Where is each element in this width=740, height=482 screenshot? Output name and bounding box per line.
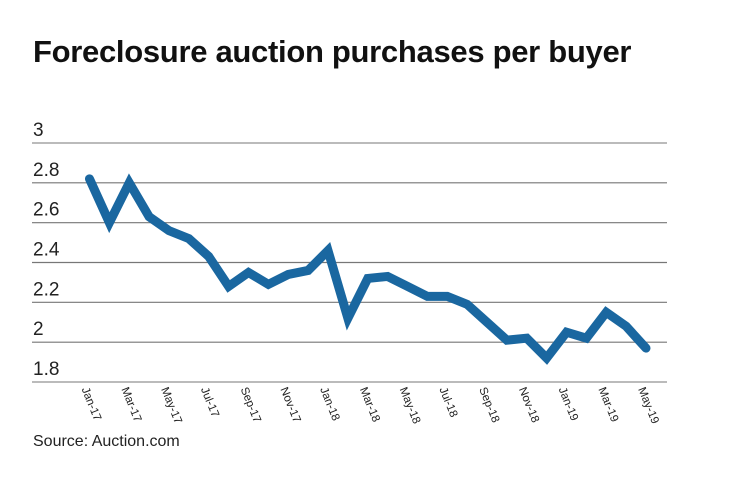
x-axis-ticks: Jan-17 Mar-17 May-17 Jul-17 Sep-17 Nov-17 Jan-… <box>79 386 661 426</box>
y-tick-label: 2 <box>33 319 44 340</box>
y-axis-ticks: 3 2.8 2.6 2.4 2.2 2 1.8 <box>33 120 60 380</box>
y-tick-label: 2.8 <box>33 160 59 181</box>
series <box>85 173 651 365</box>
x-tick-label: Mar-18 <box>357 386 382 424</box>
chart-title: Foreclosure auction purchases per buyer <box>33 34 632 69</box>
source-note: Source: Auction.com <box>33 433 180 450</box>
x-tick-label: Sep-17 <box>238 386 263 425</box>
y-tick-label: 3 <box>33 120 44 141</box>
x-tick-label: Jan-17 <box>79 386 103 423</box>
y-tick-label: 2.2 <box>33 279 59 300</box>
x-tick-label: May-18 <box>397 386 422 426</box>
y-tick-label: 1.8 <box>33 359 59 380</box>
x-tick-label: Jan-19 <box>556 386 580 423</box>
x-tick-label: Mar-19 <box>595 386 620 424</box>
x-tick-label: Sep-18 <box>476 386 501 425</box>
series-line <box>85 173 651 365</box>
x-tick-label: May-17 <box>158 386 183 426</box>
gridlines <box>32 142 667 383</box>
x-tick-label: Jan-18 <box>317 386 341 423</box>
x-tick-label: Nov-17 <box>277 386 302 425</box>
x-tick-label: May-19 <box>635 386 660 426</box>
x-tick-label: Jul-18 <box>436 386 459 420</box>
x-tick-label: Nov-18 <box>516 386 541 425</box>
y-tick-label: 2.4 <box>33 240 60 261</box>
x-tick-label: Mar-17 <box>118 386 143 424</box>
x-tick-label: Jul-17 <box>198 386 221 420</box>
y-tick-label: 2.6 <box>33 200 59 221</box>
